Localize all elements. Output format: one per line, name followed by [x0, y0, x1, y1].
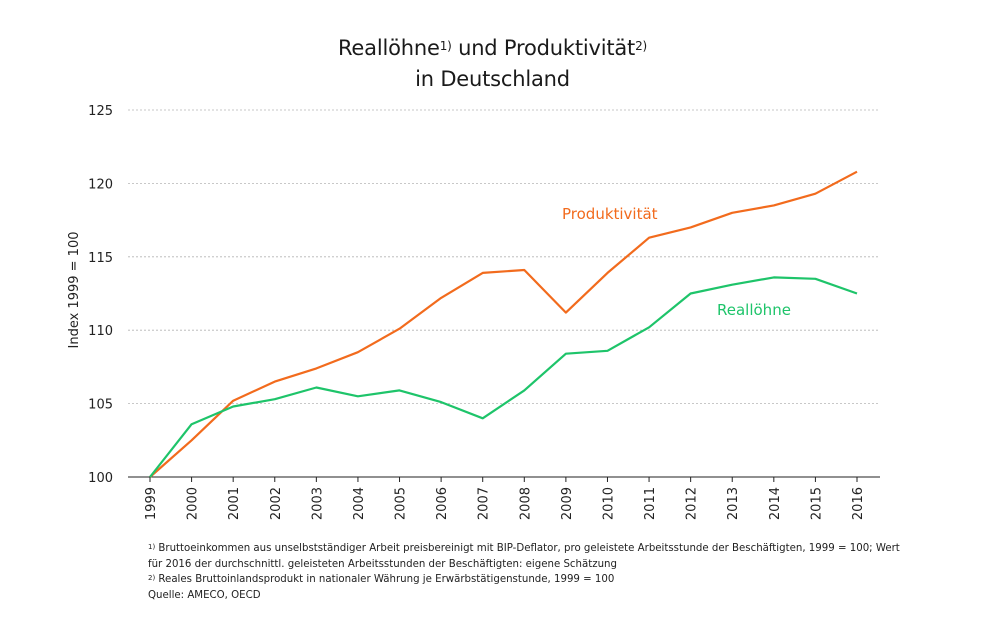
x-tick-label: 2002 — [269, 487, 284, 520]
x-axis-ticks: 1999 2000 2001 2002 2003 2004 2005 2006 2007 2008… — [144, 477, 866, 520]
x-tick-label: 2012 — [685, 487, 700, 520]
y-axis-label: Index 1999 = 100 — [67, 232, 82, 349]
x-tick-label: 2009 — [560, 487, 575, 520]
title-footnote-1: 1) — [439, 39, 452, 53]
source-note: Quelle: AMECO, OECD — [148, 589, 261, 601]
y-tick-label: 125 — [88, 104, 113, 119]
x-tick-label: 2000 — [186, 487, 201, 520]
y-tick-label: 100 — [88, 471, 113, 486]
grid-lines — [128, 109, 880, 478]
y-tick-label: 105 — [88, 398, 113, 413]
x-tick-label: 2011 — [643, 487, 658, 520]
y-axis-ticks: 100 105 110 115 120 125 — [88, 104, 113, 486]
series-label-realloehne: Reallöhne — [717, 301, 791, 319]
footnote-1: 1) Bruttoeinkommen aus unselbstständiger… — [148, 541, 938, 557]
x-tick-label: 2001 — [227, 487, 242, 520]
chart-title-line-1: Reallöhne1) und Produktivität2) — [0, 33, 985, 63]
footnotes: 1) Bruttoeinkommen aus unselbstständiger… — [148, 541, 938, 603]
x-tick-label: 2004 — [352, 487, 367, 520]
x-tick-label: 2010 — [601, 487, 616, 520]
footnote-1-marker: 1) — [148, 543, 156, 551]
y-tick-label: 110 — [88, 324, 113, 339]
x-tick-label: 2003 — [310, 487, 325, 520]
line-chart: 100 105 110 115 120 125 1999 2000 2001 2002 2003 2… — [67, 104, 880, 520]
title-part-reallohne: Reallöhne — [337, 36, 440, 60]
x-tick-label: 2006 — [435, 487, 450, 520]
footnote-1-continued: für 2016 der durchschnittl. geleisteten … — [148, 558, 617, 570]
x-tick-label: 2007 — [477, 487, 492, 520]
footnote-2-marker: 2) — [148, 574, 156, 582]
series-lines — [149, 170, 858, 478]
y-tick-label: 120 — [88, 177, 113, 192]
x-tick-label: 2005 — [394, 487, 409, 520]
title-part-produktivitaet: und Produktivität — [451, 36, 636, 60]
footnote-1-text: Bruttoeinkommen aus unselbstständiger Ar… — [155, 543, 900, 554]
x-tick-label: 2008 — [518, 487, 533, 520]
series-label-produktivitaet: Produktivität — [562, 205, 658, 223]
x-tick-label: 1999 — [144, 487, 159, 520]
footnote-2-text: Reales Bruttoinlandsprodukt in nationale… — [155, 574, 615, 585]
series-line-realloehne — [149, 276, 858, 478]
chart-title-line-2: in Deutschland — [415, 67, 570, 91]
title-footnote-2: 2) — [635, 39, 648, 53]
series-line-produktivitaet — [149, 170, 858, 478]
x-tick-label: 2015 — [809, 487, 824, 520]
x-tick-label: 2013 — [726, 487, 741, 520]
y-tick-label: 115 — [88, 251, 113, 266]
footnote-2: 2) Reales Bruttoinlandsprodukt in nation… — [148, 572, 938, 588]
x-tick-label: 2014 — [768, 487, 783, 520]
x-tick-label: 2016 — [851, 487, 866, 520]
